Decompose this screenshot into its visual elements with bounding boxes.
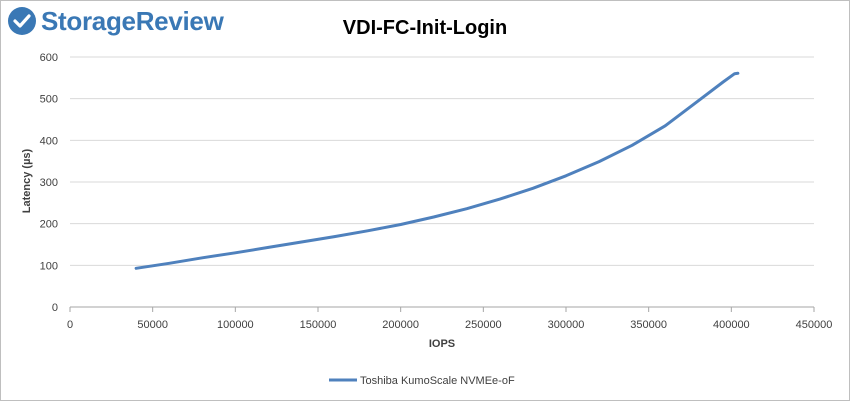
data-point bbox=[498, 197, 502, 201]
x-axis-title: IOPS bbox=[429, 338, 455, 350]
data-point bbox=[733, 72, 736, 75]
chart-title: VDI-FC-Init-Login bbox=[343, 17, 507, 39]
storagereview-logo-icon bbox=[8, 7, 36, 35]
series-line bbox=[134, 71, 740, 270]
x-tick-label: 0 bbox=[67, 319, 73, 331]
data-point bbox=[267, 246, 270, 249]
brand-name: StorageReview bbox=[41, 5, 224, 36]
data-point bbox=[630, 144, 634, 147]
data-point bbox=[333, 235, 336, 238]
data-point bbox=[201, 256, 204, 260]
y-axis-title: Latency (µs) bbox=[21, 148, 33, 213]
data-point bbox=[134, 267, 138, 270]
x-tick-label: 100000 bbox=[217, 319, 254, 331]
data-point bbox=[697, 99, 700, 102]
x-tick-label: 450000 bbox=[796, 319, 833, 331]
data-point bbox=[432, 215, 435, 219]
legend-label: Toshiba KumoScale NVMEe-oF bbox=[360, 375, 515, 387]
data-point bbox=[399, 223, 402, 226]
y-tick-label: 500 bbox=[40, 94, 58, 106]
data-point bbox=[366, 229, 369, 232]
data-point bbox=[736, 72, 740, 75]
y-tick-label: 400 bbox=[40, 135, 58, 147]
data-point bbox=[465, 207, 468, 210]
y-axis-ticks: 0 100 200 300 400 500 600 bbox=[40, 52, 58, 314]
data-point bbox=[531, 187, 535, 190]
data-point bbox=[597, 160, 601, 163]
x-tick-label: 250000 bbox=[465, 319, 502, 331]
x-tick-label: 200000 bbox=[382, 319, 419, 331]
data-point bbox=[300, 240, 303, 244]
x-tick-label: 350000 bbox=[630, 319, 667, 331]
data-point bbox=[564, 174, 568, 177]
data-point bbox=[721, 80, 725, 84]
x-tick-label: 50000 bbox=[137, 319, 168, 331]
x-tick-label: 150000 bbox=[300, 319, 337, 331]
data-point bbox=[234, 251, 237, 255]
x-axis-ticks: 0 50000 100000 150000 200000 250000 300000 3500… bbox=[67, 307, 832, 331]
y-tick-label: 0 bbox=[52, 302, 58, 314]
storagereview-logo: StorageReview bbox=[7, 5, 224, 37]
data-point bbox=[664, 124, 667, 127]
x-tick-label: 300000 bbox=[548, 319, 585, 331]
legend[interactable]: Toshiba KumoScale NVMEe-oF bbox=[329, 375, 515, 387]
grid-lines bbox=[70, 56, 814, 308]
y-tick-label: 600 bbox=[40, 52, 58, 64]
x-tick-label: 400000 bbox=[713, 319, 750, 331]
y-tick-label: 200 bbox=[40, 219, 58, 231]
y-tick-label: 100 bbox=[40, 260, 58, 272]
series-group bbox=[134, 71, 740, 270]
data-point bbox=[168, 262, 171, 265]
y-tick-label: 300 bbox=[40, 177, 58, 189]
